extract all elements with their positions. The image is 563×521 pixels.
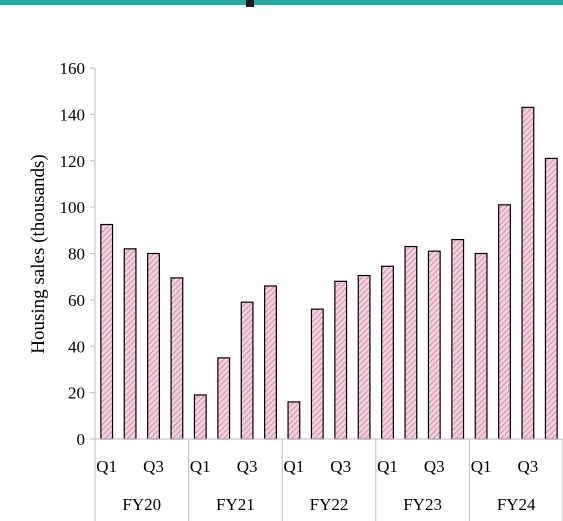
bar-fy21-q2 [217, 357, 231, 440]
y-tick-label: 60 [68, 291, 85, 310]
bar-fy24-q1 [474, 252, 488, 440]
x-quarter-label: Q1 [284, 457, 305, 476]
y-tick-label: 160 [60, 59, 86, 78]
y-axis-title: Housing sales (thousands) [28, 154, 49, 353]
y-tick-label: 40 [68, 337, 85, 356]
y-tick-label: 20 [68, 384, 85, 403]
bar-fy23-q1 [381, 265, 394, 440]
x-group-label: FY22 [310, 495, 349, 514]
x-quarter-label: Q3 [143, 457, 164, 476]
header-tab-marker [246, 0, 254, 7]
header-accent-bar [0, 0, 563, 5]
y-tick-label: 0 [77, 430, 86, 449]
bar-fy23-q2 [404, 245, 418, 440]
x-quarter-label: Q3 [330, 457, 351, 476]
bar-fy20-q2 [123, 248, 137, 440]
bar-fy20-q3 [147, 252, 160, 440]
y-axis: 0 20 40 60 80 100 120 140 160 [60, 59, 96, 449]
bar-fy22-q4 [357, 274, 371, 440]
x-quarter-label: Q3 [518, 457, 539, 476]
bar-series [100, 106, 558, 440]
x-quarter-label: Q3 [237, 457, 258, 476]
bar-fy22-q1 [287, 401, 301, 440]
bar-fy21-q4 [264, 285, 277, 440]
x-quarter-label: Q1 [96, 457, 117, 476]
bar-fy24-q4 [544, 157, 558, 440]
bar-fy22-q3 [334, 280, 348, 440]
y-tick-label: 140 [60, 105, 86, 124]
x-group-label: FY24 [497, 495, 536, 514]
x-quarter-label: Q3 [424, 457, 445, 476]
bar-fy24-q3 [521, 106, 535, 440]
y-tick-label: 100 [60, 198, 86, 217]
x-axis: Q1 Q3 Q1 Q3 Q1 Q3 Q1 Q3 Q1 Q3 FY20 FY21 FY22 FY23 FY24 [94, 438, 563, 521]
bar-fy20-q1 [100, 223, 114, 440]
x-group-label: FY23 [403, 495, 442, 514]
bar-fy21-q3 [240, 301, 254, 440]
x-quarter-label: Q1 [377, 457, 398, 476]
x-quarter-label: Q1 [190, 457, 211, 476]
bar-fy20-q4 [170, 277, 184, 440]
bar-fy23-q3 [427, 250, 441, 440]
x-group-label: FY20 [122, 495, 161, 514]
x-group-label: FY21 [216, 495, 255, 514]
x-quarter-label: Q1 [471, 457, 492, 476]
y-tick-label: 80 [68, 245, 85, 264]
y-tick-label: 120 [60, 152, 86, 171]
bar-fy24-q2 [498, 204, 511, 440]
bar-fy21-q1 [193, 394, 207, 440]
bar-fy22-q2 [310, 308, 324, 440]
bar-fy23-q4 [451, 238, 465, 440]
